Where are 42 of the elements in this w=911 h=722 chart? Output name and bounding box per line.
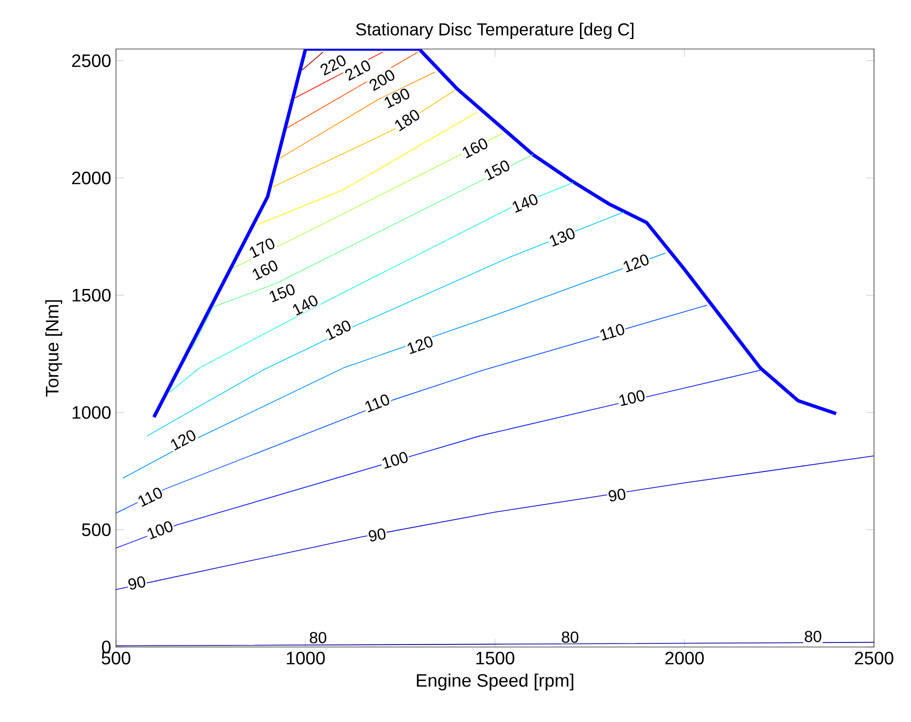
- annotation: 110: [138, 488, 162, 507]
- y-tick-label: 2500: [72, 54, 111, 68]
- x-tick-label: 1000: [286, 652, 325, 664]
- annotation: 160: [252, 260, 278, 280]
- annotation: 130: [550, 228, 575, 247]
- annotation: 120: [408, 336, 433, 354]
- annotation: 80: [310, 632, 326, 644]
- annotation: 120: [170, 430, 196, 451]
- annotation: 110: [365, 394, 390, 412]
- x-tick-label: 1500: [476, 652, 514, 664]
- annotation: 150: [270, 284, 295, 302]
- y-tick-label: 500: [82, 523, 111, 536]
- annotation: 190: [384, 88, 410, 108]
- annotation: 140: [292, 295, 318, 316]
- annotation: 100: [382, 452, 408, 469]
- annotation: 170: [250, 238, 274, 258]
- y-tick-label: 1500: [72, 288, 111, 302]
- x-tick-label: 2000: [665, 652, 704, 664]
- annotation: 210: [345, 60, 370, 81]
- x-tick-label: 500: [102, 652, 130, 664]
- annotation: 180: [395, 110, 420, 132]
- annotation: 80: [562, 631, 578, 643]
- y-tick-label: 2000: [72, 172, 111, 184]
- y-axis-title: Torque [Nm]: [45, 300, 62, 397]
- annotation: 160: [462, 138, 488, 158]
- annotation: 90: [368, 528, 386, 542]
- annotation: 200: [370, 70, 394, 92]
- annotation: 90: [608, 488, 626, 502]
- annotation: 110: [600, 324, 624, 341]
- annotation: 100: [148, 521, 173, 540]
- annotation: 130: [326, 320, 351, 340]
- annotation: 100: [619, 390, 645, 406]
- chart-title: Stationary Disc Temperature [deg C]: [356, 22, 634, 39]
- annotation: 90: [128, 576, 146, 590]
- annotation: 140: [512, 194, 538, 213]
- y-tick-label: 1000: [72, 406, 111, 419]
- annotation: 80: [804, 630, 822, 642]
- x-axis-title: Engine Speed [rpm]: [416, 674, 574, 690]
- annotation: 150: [484, 160, 510, 180]
- annotation: 220: [320, 55, 346, 76]
- annotation: 120: [624, 254, 649, 272]
- x-tick-label: 2500: [854, 652, 894, 664]
